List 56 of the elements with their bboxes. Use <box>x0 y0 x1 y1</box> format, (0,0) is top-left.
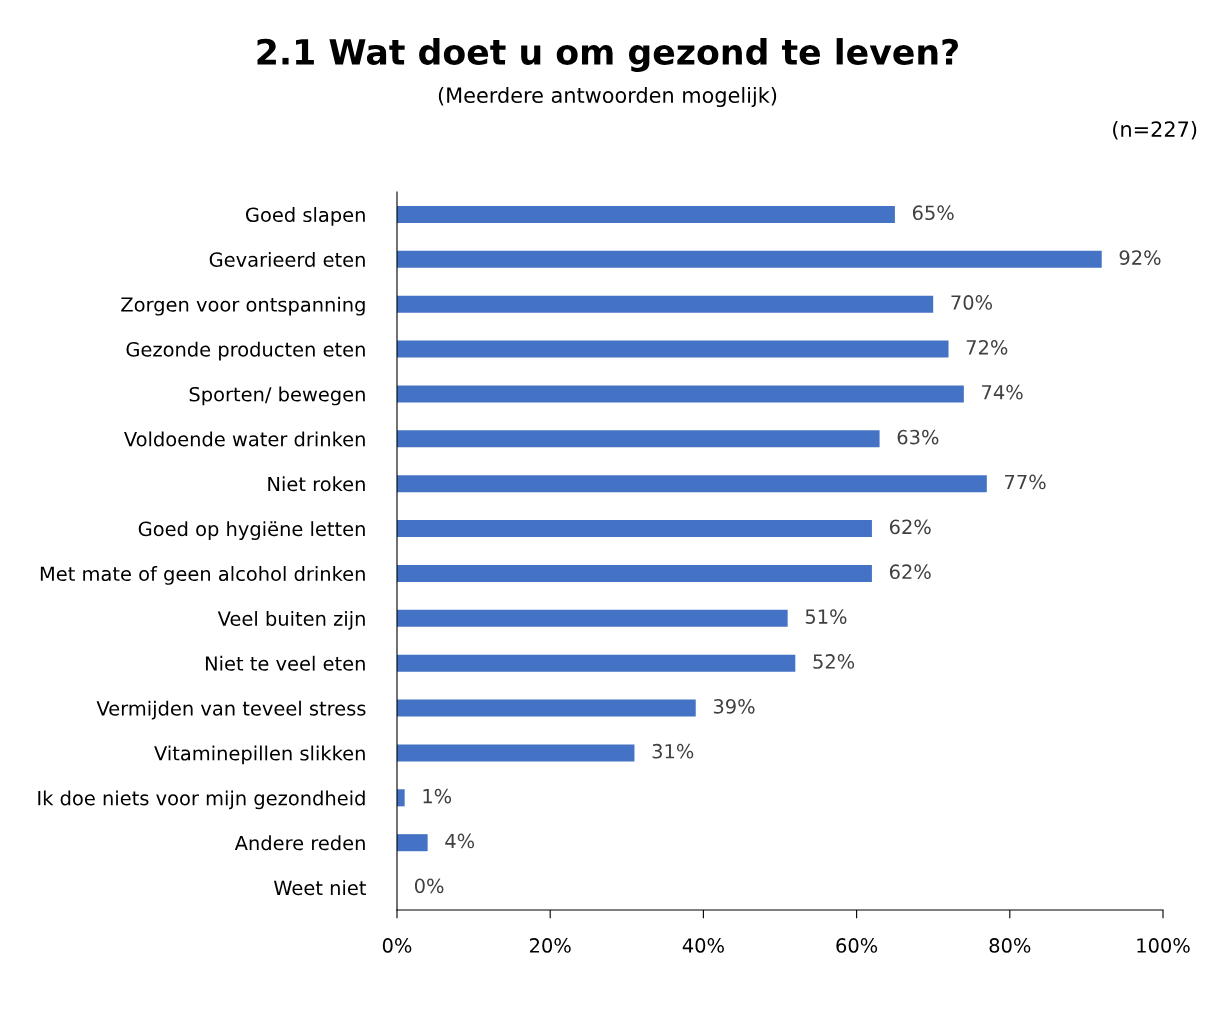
bar <box>397 340 949 358</box>
x-tick-label: 0% <box>382 938 412 953</box>
y-tick-label: Andere reden <box>234 835 365 851</box>
x-tick-label: 60% <box>836 938 878 953</box>
y-tick-label: Goed op hygiëne letten <box>138 521 365 540</box>
y-tick-label: Gezonde producten eten <box>126 341 365 361</box>
chart-title: 2.1 Wat doet u om gezond te leven? <box>257 38 958 72</box>
y-tick-label: Vitaminepillen slikken <box>154 745 365 765</box>
bar <box>397 564 872 582</box>
bar <box>397 654 796 672</box>
data-label: 51% <box>805 609 847 624</box>
data-label: 65% <box>912 205 954 221</box>
bar <box>397 834 428 852</box>
y-tick-label: Veel buiten zijn <box>217 610 365 630</box>
bar <box>397 699 696 717</box>
x-tick-label: 100% <box>1137 938 1190 953</box>
y-tick-label: Vermijden van teveel stress <box>96 700 366 720</box>
data-label: 31% <box>652 743 694 759</box>
data-label: 63% <box>897 429 939 445</box>
bar <box>397 250 1102 268</box>
bar <box>397 744 635 762</box>
y-tick-label: Goed slapen <box>246 207 365 226</box>
data-label: 1% <box>423 788 452 804</box>
text: (n=227) <box>1113 120 1197 140</box>
y-tick-label: Weet niet <box>273 880 366 896</box>
y-tick-label: Gevarieerd eten <box>209 251 365 267</box>
y-tick-label: Niet roken <box>268 476 365 492</box>
data-label: 74% <box>982 384 1023 400</box>
data-label: 52% <box>813 654 855 669</box>
x-tick-label: 40% <box>682 938 724 953</box>
x-tick-label: 20% <box>530 938 571 953</box>
bar <box>397 520 872 538</box>
data-label: 92% <box>1119 250 1161 265</box>
data-label: 4% <box>445 833 475 849</box>
bar <box>397 295 934 313</box>
data-label: 0% <box>414 878 444 894</box>
bar <box>397 609 788 627</box>
y-tick-label: Zorgen voor ontspanning <box>121 296 365 316</box>
y-tick-label: Sporten/ bewegen <box>189 386 365 406</box>
y-tick-label: Niet te veel eten <box>205 655 365 671</box>
bar <box>397 475 987 493</box>
data-label: 72% <box>966 340 1008 355</box>
data-label: 70% <box>951 295 993 310</box>
data-label: 77% <box>1005 474 1046 490</box>
bar <box>397 205 895 223</box>
bar <box>397 385 964 403</box>
x-tick-label: 80% <box>989 938 1031 953</box>
data-label: 62% <box>889 564 931 580</box>
y-tick-label: Ik doe niets voor mijn gezondheid <box>38 790 365 810</box>
data-label: 39% <box>713 699 755 714</box>
bar <box>397 430 880 448</box>
y-tick-label: Met mate of geen alcohol drinken <box>40 566 365 585</box>
bar <box>397 789 405 807</box>
y-tick-label: Voldoende water drinken <box>124 431 365 447</box>
chart-subtitle: (Meerdere antwoorden mogelijk) <box>438 86 777 108</box>
data-label: 62% <box>889 519 931 535</box>
